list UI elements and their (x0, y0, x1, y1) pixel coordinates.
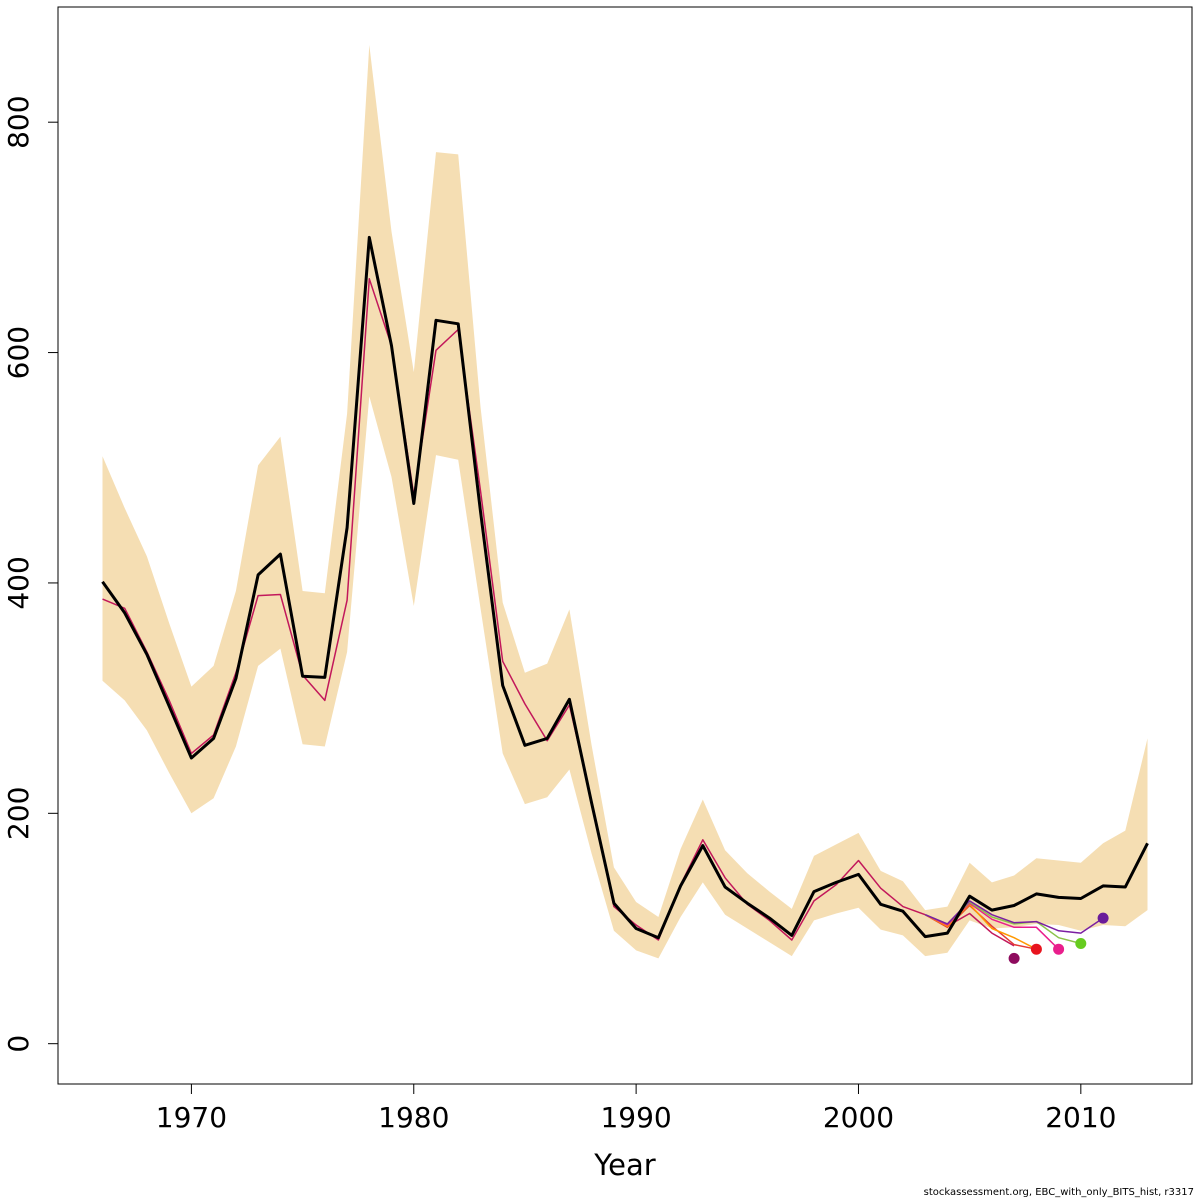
plot-frame (57, 6, 1193, 1085)
x-tick-label-1970: 1970 (156, 1101, 227, 1134)
y-tick-label-200: 200 (2, 787, 35, 840)
x-tick-label-1990: 1990 (600, 1101, 671, 1134)
series-line-6 (924, 900, 1104, 934)
series-layer (101, 235, 1149, 950)
confidence-band (102, 45, 1148, 959)
endpoint-marker-2008 (1030, 943, 1042, 955)
endpoint-marker-2007 (1008, 952, 1020, 964)
y-tick-label-800: 800 (2, 95, 35, 148)
endpoint-marker-2011 (1097, 912, 1109, 924)
x-axis: 1970 1980 1990 2000 2010 (156, 1084, 1116, 1134)
confidence-band-layer (102, 45, 1148, 959)
series-line-3 (924, 903, 1037, 950)
y-axis: 0 200 400 600 800 (2, 95, 58, 1053)
y-tick-label-600: 600 (2, 326, 35, 379)
x-tick-label-1980: 1980 (378, 1101, 449, 1134)
y-tick-label-400: 400 (2, 556, 35, 609)
endpoint-marker-2009 (1053, 943, 1065, 955)
endpoint-layer (1008, 912, 1109, 964)
series-line-1 (102, 278, 1015, 947)
y-tick-label-0: 0 (2, 1035, 35, 1053)
x-axis-title: Year (593, 1148, 655, 1182)
x-tick-label-2000: 2000 (823, 1101, 894, 1134)
series-line-4 (924, 902, 1060, 950)
footnote: stockassessment.org, EBC_with_only_BITS_… (923, 1187, 1194, 1198)
series-line-main (101, 235, 1149, 940)
endpoint-marker-2010 (1075, 938, 1087, 949)
x-tick-label-2010: 2010 (1045, 1101, 1116, 1134)
